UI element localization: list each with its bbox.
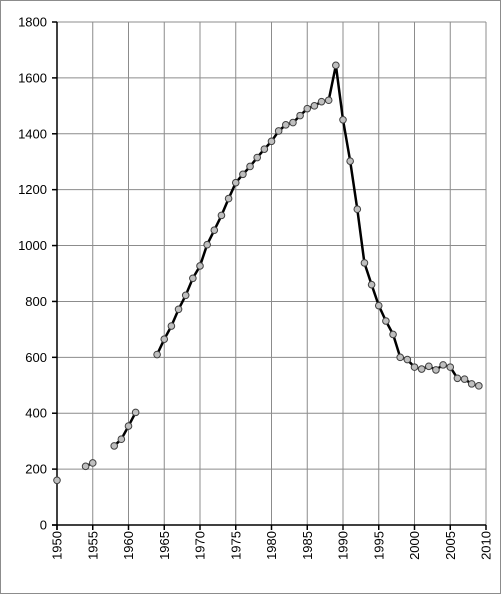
x-tick-label: 1990	[336, 531, 351, 560]
data-point	[332, 61, 340, 70]
x-tick-label: 1985	[300, 531, 315, 560]
data-point	[360, 259, 369, 267]
y-tick-label: 200	[25, 462, 47, 477]
x-tick-label: 1980	[264, 531, 279, 560]
series-line-segment	[155, 64, 480, 388]
data-point	[303, 104, 312, 113]
series-line-segment	[113, 411, 137, 447]
data-point	[346, 157, 354, 165]
data-point	[410, 363, 419, 371]
data-point	[382, 317, 390, 325]
data-point	[253, 153, 262, 162]
data-point	[81, 462, 90, 471]
data-point	[310, 102, 319, 110]
data-point	[174, 305, 183, 314]
y-tick-label: 1000	[18, 238, 47, 253]
grid-lines	[57, 21, 487, 525]
data-point	[353, 205, 362, 214]
data-point	[217, 211, 226, 220]
data-point	[453, 374, 462, 383]
data-point	[267, 137, 276, 146]
x-tick-label: 1950	[50, 531, 65, 560]
data-point	[246, 162, 254, 171]
axes	[52, 21, 487, 530]
data-point	[467, 380, 476, 388]
data-point	[425, 362, 433, 371]
data-point	[339, 116, 347, 124]
data-point	[189, 274, 197, 283]
data-point	[160, 335, 169, 343]
data-point	[117, 435, 126, 444]
data-point	[446, 363, 455, 371]
data-point	[389, 330, 397, 339]
data-point	[296, 111, 304, 120]
data-point	[210, 226, 219, 234]
y-tick-label: 600	[25, 350, 47, 365]
data-point	[53, 476, 61, 485]
x-tick-label: 2010	[479, 531, 494, 560]
data-points	[53, 61, 483, 485]
data-point	[196, 262, 204, 270]
data-point	[403, 355, 412, 364]
data-point	[181, 291, 190, 300]
x-tick-label: 1960	[121, 531, 136, 560]
data-point	[239, 170, 247, 179]
x-tick-label: 1975	[228, 531, 243, 560]
y-tick-label: 800	[25, 294, 47, 309]
data-point	[460, 375, 469, 383]
data-point	[289, 118, 297, 127]
data-point	[88, 459, 97, 467]
data-point	[231, 178, 240, 187]
data-point	[153, 350, 161, 359]
data-point	[124, 422, 133, 430]
data-point	[203, 240, 211, 249]
y-tick-label: 400	[25, 406, 47, 421]
y-tick-label: 1600	[18, 70, 47, 85]
data-point	[439, 361, 447, 369]
data-point	[417, 365, 426, 373]
data-point	[131, 408, 140, 417]
data-point	[110, 442, 118, 450]
x-tick-label: 2000	[407, 531, 422, 560]
x-tick-label: 1970	[193, 531, 208, 560]
data-point	[167, 322, 176, 330]
data-point	[374, 301, 383, 310]
data-point	[260, 145, 269, 153]
y-tick-label: 0	[40, 518, 47, 533]
data-point	[274, 127, 283, 135]
x-tick-label: 2005	[443, 531, 458, 560]
x-axis-tick-labels: 1950 1955 1960 1965 1970 1975 1980 1985 1990 1995…	[50, 531, 494, 560]
data-point	[317, 97, 326, 106]
data-point	[396, 353, 405, 362]
x-tick-label: 1955	[85, 531, 100, 560]
data-point	[432, 366, 440, 374]
data-point	[224, 194, 233, 203]
y-tick-label: 1400	[18, 126, 47, 141]
y-tick-label: 1800	[18, 15, 47, 30]
x-tick-label: 1995	[371, 531, 386, 560]
data-point	[324, 96, 333, 105]
data-point	[367, 280, 376, 289]
data-point	[475, 382, 483, 390]
x-tick-label: 1965	[157, 531, 172, 560]
y-axis-tick-labels: 0 200 400 600 800 1000 1200 1400 1600 1800	[18, 15, 47, 533]
y-tick-label: 1200	[18, 182, 47, 197]
data-point	[282, 121, 290, 129]
